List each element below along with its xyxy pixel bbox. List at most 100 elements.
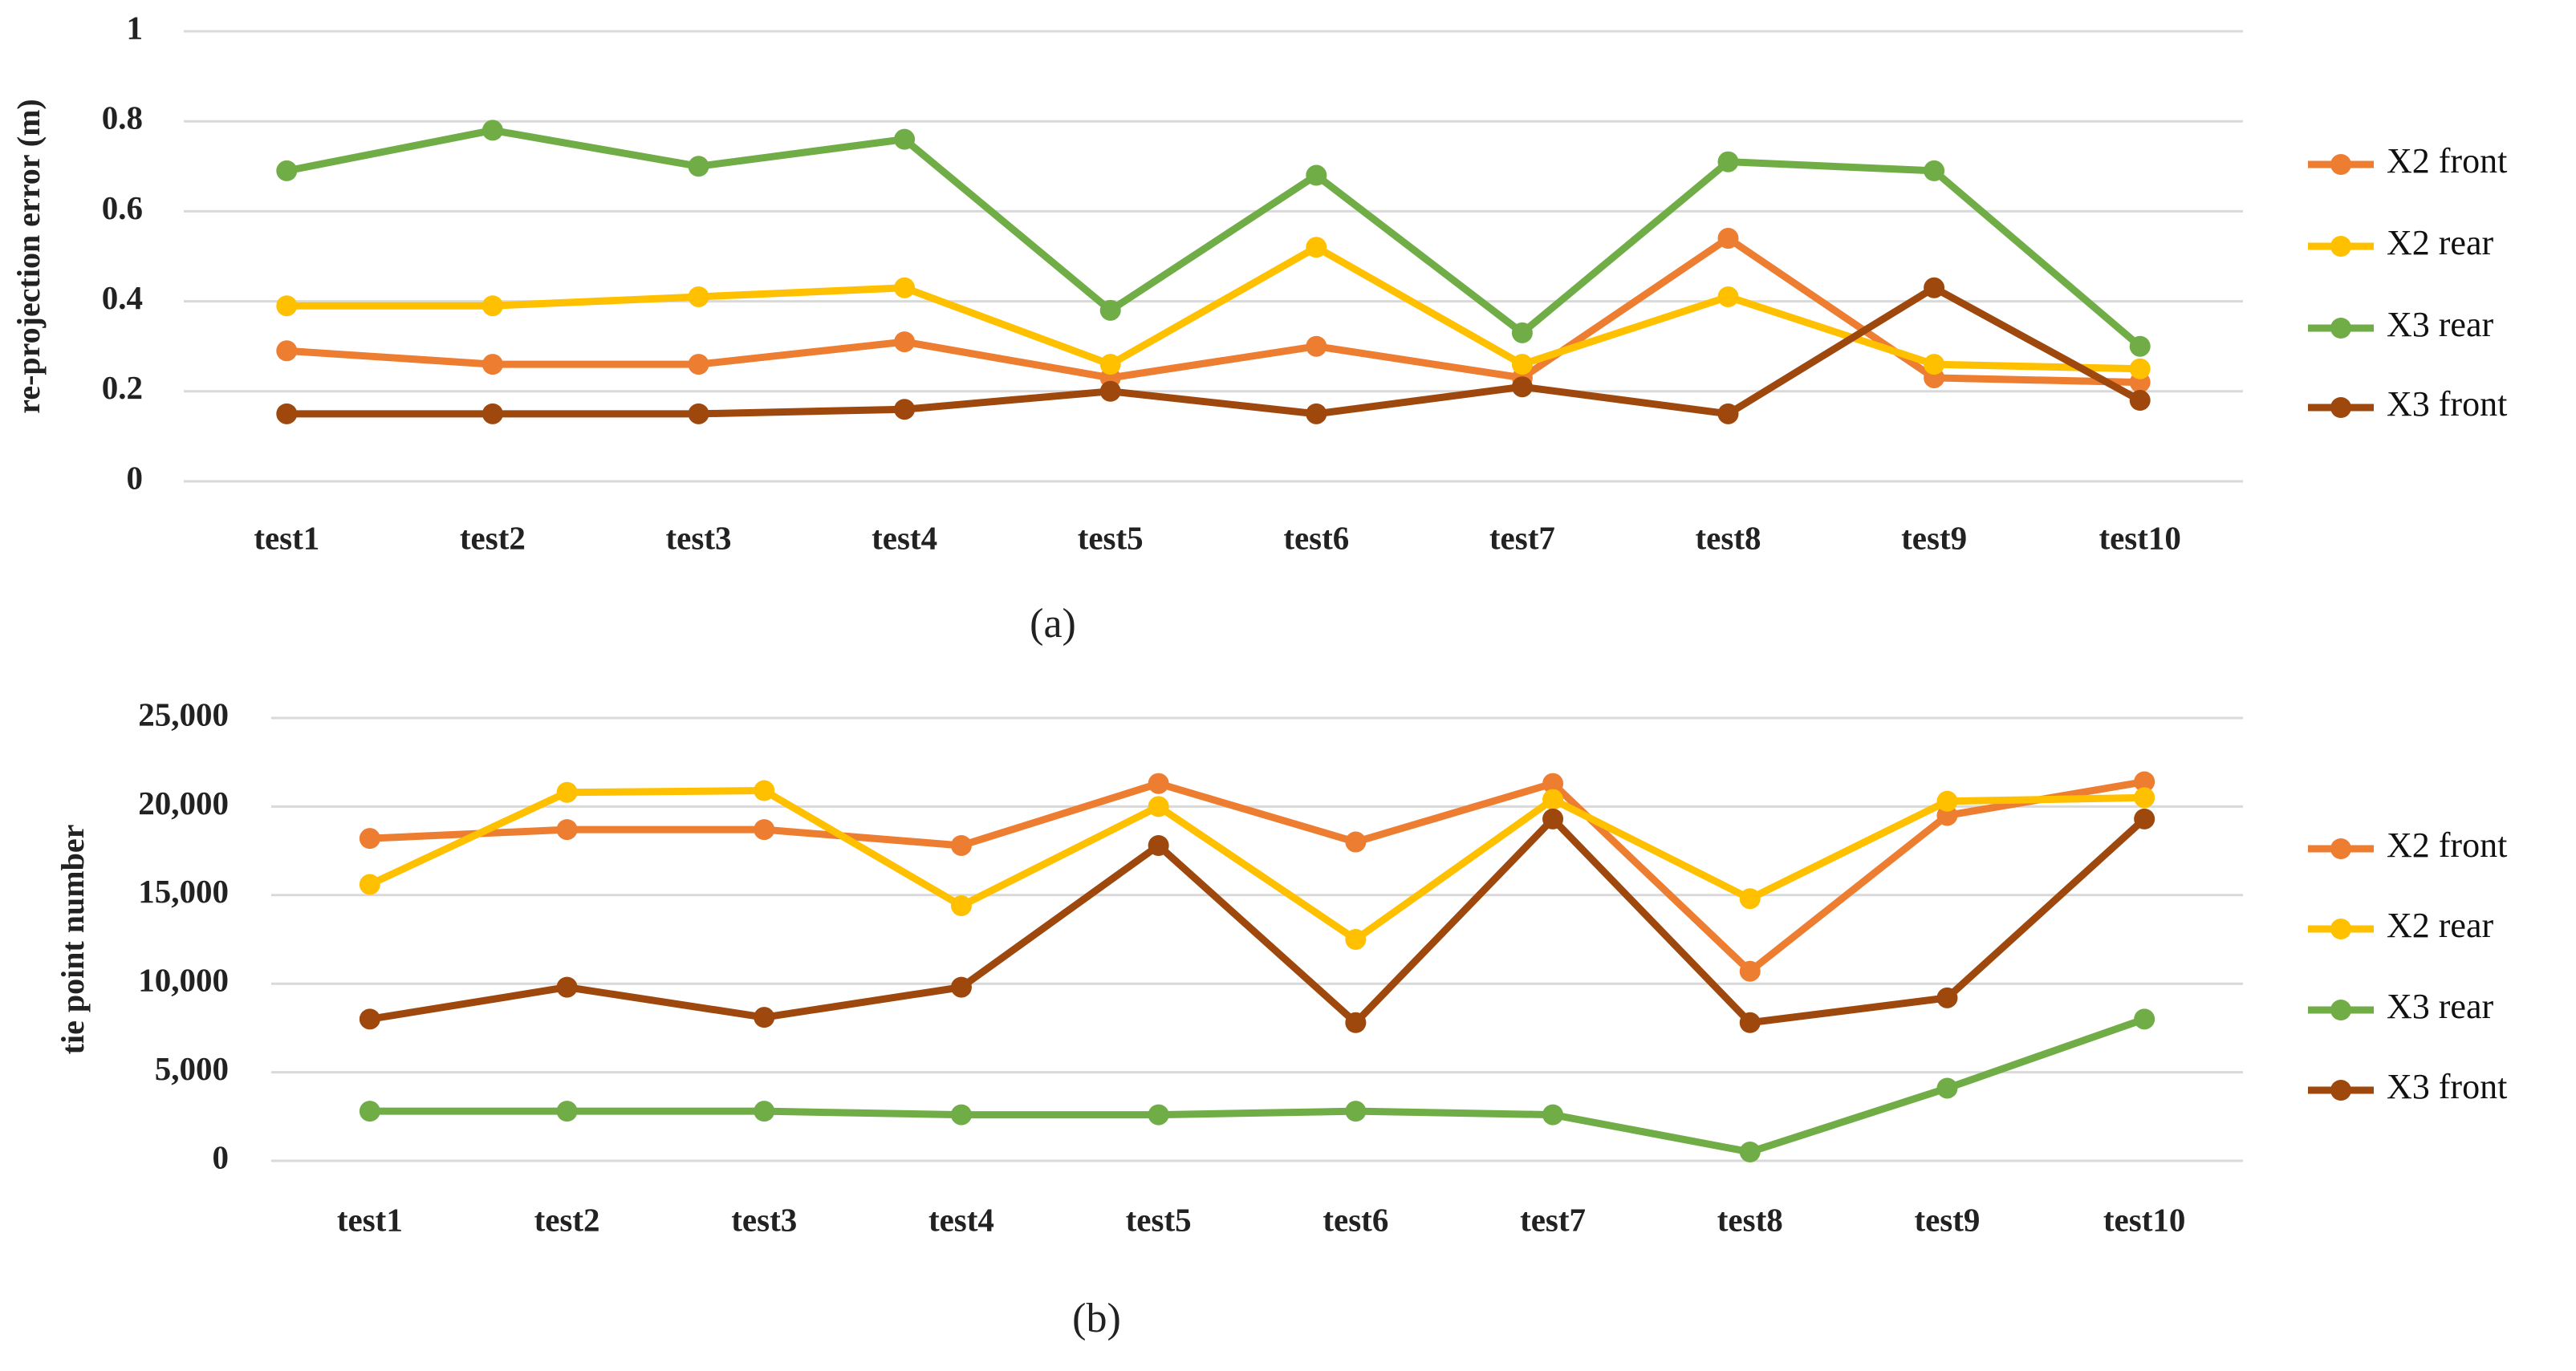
data-point — [1717, 151, 1739, 172]
data-point — [1717, 286, 1739, 307]
x-tick-label: test10 — [2099, 519, 2180, 556]
data-point — [276, 160, 298, 181]
data-point — [1306, 403, 1327, 424]
data-point — [1345, 929, 1367, 950]
data-point — [688, 403, 709, 424]
data-point — [2134, 808, 2155, 829]
legend-label: X2 rear — [2387, 223, 2493, 262]
data-point — [359, 828, 380, 850]
data-point — [1099, 380, 1121, 402]
y-tick-label: 0.4 — [102, 279, 143, 316]
y-axis-label: re-projection error (m) — [10, 99, 47, 413]
data-point — [276, 295, 298, 317]
data-point — [894, 331, 916, 353]
legend-label: X3 front — [2387, 1067, 2507, 1106]
y-tick-label: 25,000 — [138, 696, 229, 732]
data-point — [1511, 376, 1533, 398]
x-tick-label: test1 — [337, 1201, 403, 1238]
data-point — [1924, 354, 1945, 375]
data-point — [1542, 808, 1564, 829]
series-line — [368, 787, 2145, 943]
data-point — [556, 819, 578, 841]
legend-label: X2 front — [2387, 825, 2507, 865]
data-point — [1148, 834, 1169, 856]
legend-swatch — [2330, 236, 2351, 257]
y-tick-label: 10,000 — [138, 962, 229, 999]
data-point — [359, 1101, 380, 1122]
legend-label: X2 rear — [2387, 906, 2493, 945]
data-point — [754, 819, 775, 841]
data-point — [950, 895, 972, 917]
data-point — [2134, 787, 2155, 809]
x-tick-label: test6 — [1323, 1201, 1388, 1238]
data-point — [1739, 960, 1761, 982]
x-tick-label: test4 — [872, 519, 937, 556]
series-line — [286, 284, 2142, 418]
series-line — [286, 243, 2140, 373]
x-tick-label: test5 — [1126, 1201, 1192, 1238]
y-tick-label: 0.2 — [102, 369, 143, 406]
y-tick-label: 20,000 — [138, 785, 229, 821]
data-point — [894, 399, 916, 420]
data-point — [1542, 789, 1564, 810]
x-tick-label: test8 — [1696, 519, 1761, 556]
y-tick-label: 0.8 — [102, 99, 143, 136]
x-tick-label: test8 — [1717, 1201, 1783, 1238]
legend-swatch — [2330, 1000, 2351, 1020]
data-point — [688, 354, 709, 375]
data-point — [1717, 403, 1739, 424]
panel-caption: (b) — [1072, 1296, 1121, 1341]
data-point — [1739, 1012, 1761, 1033]
legend-label: X3 front — [2387, 384, 2507, 424]
data-point — [1924, 277, 1945, 298]
series-line — [286, 234, 2140, 387]
y-axis-label: tie point number — [55, 825, 91, 1055]
x-tick-label: test5 — [1078, 519, 1144, 556]
data-point — [1511, 322, 1533, 343]
legend-swatch — [2330, 838, 2351, 859]
data-point — [1306, 335, 1327, 357]
data-point — [1511, 354, 1533, 375]
data-point — [688, 156, 709, 177]
data-point — [894, 128, 916, 150]
legend-swatch — [2330, 1080, 2351, 1101]
y-tick-label: 0.6 — [102, 189, 143, 226]
data-point — [276, 403, 298, 424]
data-point — [1936, 987, 1958, 1008]
data-point — [1936, 790, 1958, 812]
x-tick-label: test2 — [460, 519, 526, 556]
data-point — [688, 286, 709, 307]
data-point — [1936, 1077, 1958, 1099]
panel-caption: (a) — [1030, 601, 1076, 647]
x-tick-label: test3 — [666, 519, 732, 556]
data-point — [1148, 1104, 1169, 1126]
data-point — [2134, 771, 2155, 793]
data-point — [276, 340, 298, 362]
data-point — [556, 1101, 578, 1122]
legend-swatch — [2330, 154, 2351, 175]
x-tick-label: test1 — [254, 519, 319, 556]
x-tick-label: test9 — [1901, 519, 1967, 556]
series-line — [369, 778, 2145, 976]
x-tick-label: test6 — [1283, 519, 1349, 556]
data-point — [1542, 773, 1564, 794]
data-point — [2129, 335, 2151, 357]
data-point — [1148, 796, 1169, 817]
data-point — [481, 120, 503, 141]
data-point — [754, 1007, 775, 1028]
data-point — [556, 976, 578, 998]
x-tick-label: test2 — [534, 1201, 600, 1238]
data-point — [556, 781, 578, 803]
data-point — [1345, 831, 1367, 853]
x-tick-label: test10 — [2103, 1201, 2185, 1238]
data-point — [481, 403, 503, 424]
data-point — [481, 354, 503, 375]
series-line — [286, 126, 2143, 350]
data-point — [950, 976, 972, 998]
series-line — [369, 815, 2147, 1027]
data-point — [1924, 160, 1945, 181]
data-point — [2134, 1008, 2155, 1030]
data-point — [1306, 237, 1327, 258]
x-tick-label: test3 — [731, 1201, 797, 1238]
